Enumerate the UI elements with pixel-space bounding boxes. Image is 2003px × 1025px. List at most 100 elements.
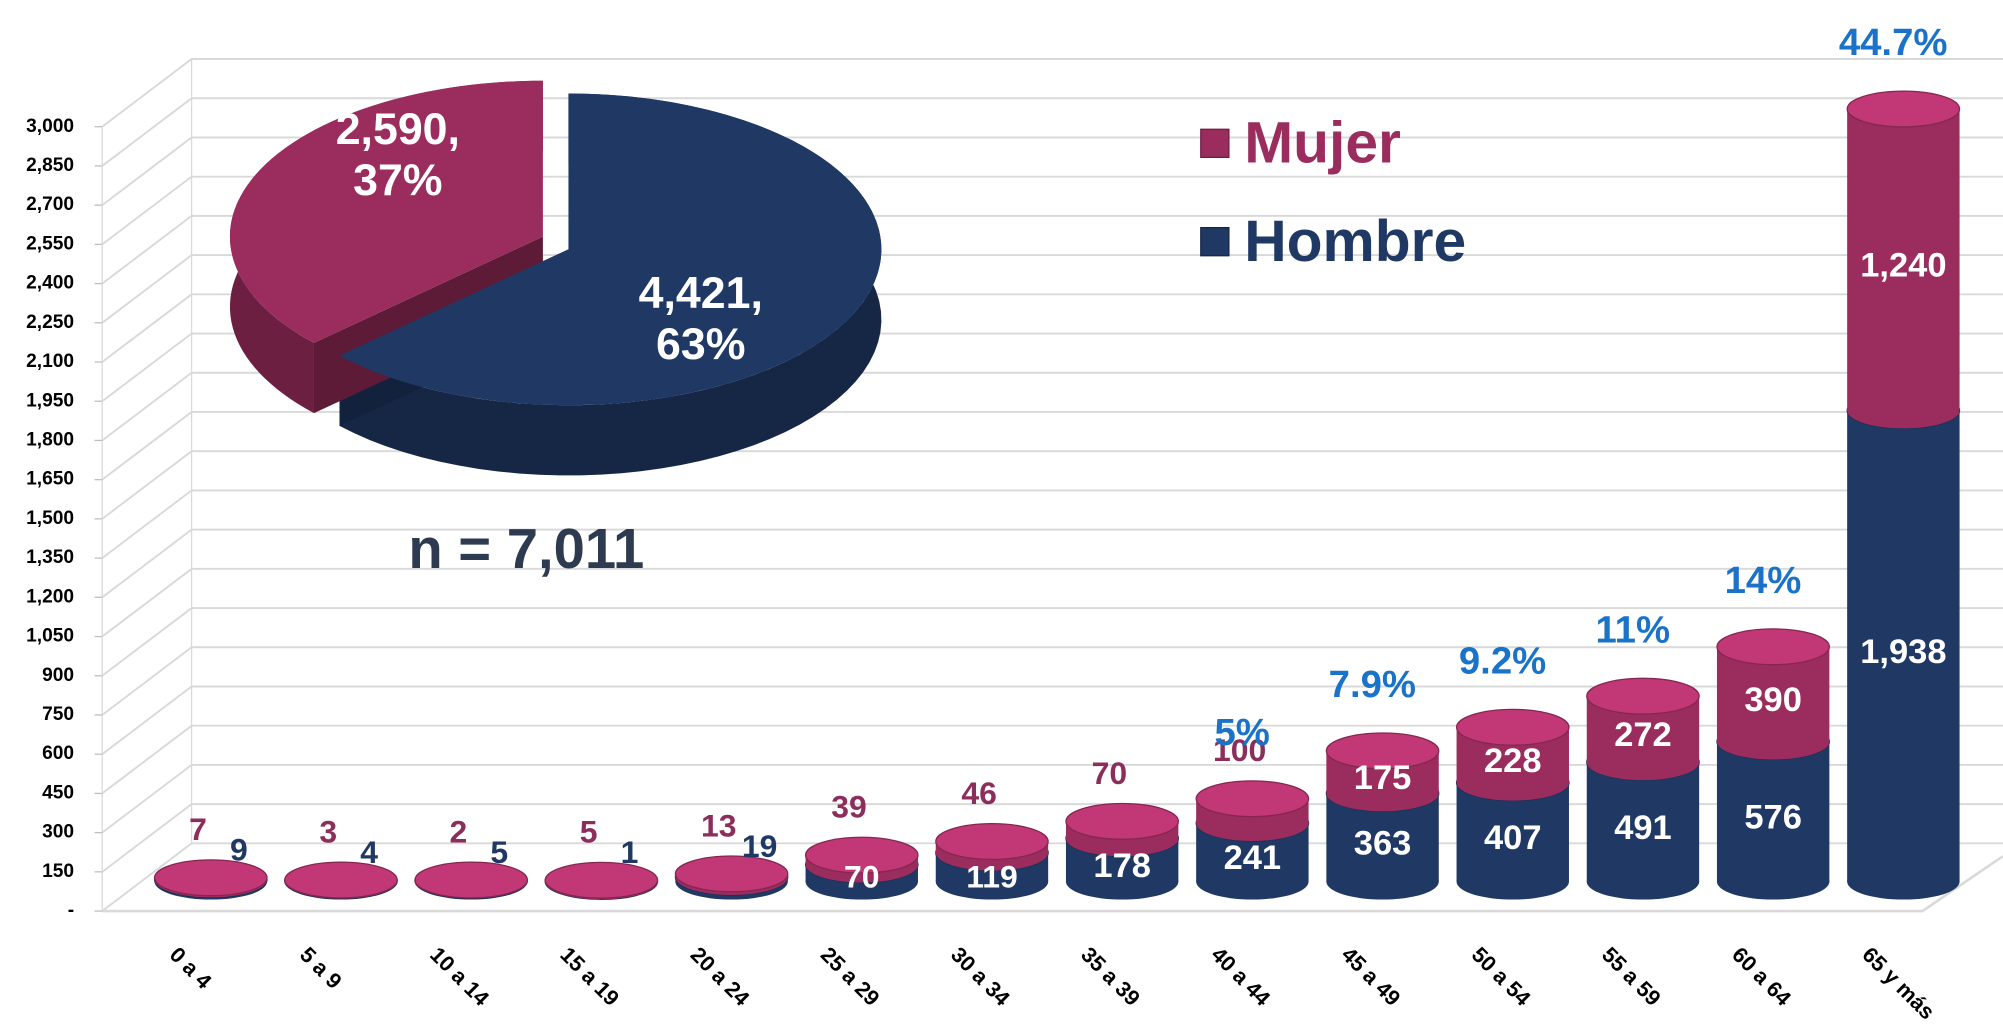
cylinder-cap bbox=[1325, 732, 1440, 770]
data-label: 178 bbox=[1093, 847, 1151, 885]
cylinder-cap bbox=[414, 861, 529, 899]
legend-label: Mujer bbox=[1244, 111, 1401, 176]
y-tick-label: 450 bbox=[42, 782, 74, 803]
data-label: 46 bbox=[961, 775, 997, 811]
cylinder-cap bbox=[544, 861, 659, 899]
y-tick-label: 750 bbox=[42, 704, 74, 725]
cylinder-cap bbox=[1195, 780, 1310, 818]
cylinder-bottom bbox=[935, 863, 1049, 900]
share-label: 44.7% bbox=[1839, 21, 1948, 64]
grid-line bbox=[101, 724, 2003, 795]
y-tick-label: 2,250 bbox=[26, 312, 74, 333]
cylinder-bottom bbox=[1847, 392, 1960, 429]
grid-line bbox=[101, 646, 2003, 716]
x-tick-label: 0 a 4 bbox=[165, 942, 217, 994]
share-label: 14% bbox=[1725, 559, 1802, 602]
cylinder-segment bbox=[1716, 741, 1830, 882]
cylinder-cap bbox=[1846, 90, 1961, 128]
legend-swatch bbox=[1200, 226, 1230, 257]
sample-size: n = 7,011 bbox=[408, 517, 644, 580]
cylinder-bottom bbox=[1847, 863, 1960, 900]
data-label: 576 bbox=[1744, 798, 1802, 836]
legend-label: Hombre bbox=[1244, 209, 1466, 274]
x-tick-label: 60 a 64 bbox=[1727, 942, 1796, 1011]
cylinder-bottom bbox=[1065, 863, 1179, 900]
y-tick-label: 1,050 bbox=[26, 626, 74, 647]
y-tick-label: 600 bbox=[42, 743, 74, 764]
floor bbox=[102, 855, 2003, 913]
pie-slice bbox=[229, 80, 543, 343]
cylinder-segment bbox=[1847, 410, 1960, 882]
y-tick-label: 1,800 bbox=[26, 430, 74, 451]
cylinder-bottom bbox=[1456, 764, 1569, 801]
data-label: 2 bbox=[450, 813, 468, 849]
y-tick-label: 2,850 bbox=[26, 155, 74, 176]
y-tick-label: 1,500 bbox=[26, 508, 74, 529]
data-label: 70 bbox=[1092, 755, 1128, 791]
grid-line bbox=[101, 450, 2003, 520]
y-tick-label: 1,200 bbox=[26, 586, 74, 607]
data-label: 3 bbox=[319, 813, 337, 849]
x-tick-label: 45 a 49 bbox=[1337, 942, 1406, 1011]
share-label: 9.2% bbox=[1459, 640, 1546, 683]
cylinder-bottom bbox=[1586, 744, 1700, 781]
x-tick-label: 40 a 44 bbox=[1206, 942, 1275, 1011]
data-label: 4 bbox=[360, 834, 378, 870]
y-tick-label: 1,650 bbox=[26, 469, 74, 490]
x-tick-label: 30 a 34 bbox=[946, 942, 1015, 1011]
pie-percent-label: 63% bbox=[656, 320, 745, 369]
data-label: 100 bbox=[1213, 732, 1266, 768]
data-label: 241 bbox=[1224, 839, 1282, 877]
cylinder-bottom bbox=[1716, 723, 1830, 760]
cylinder-bottom bbox=[1326, 775, 1439, 812]
grid-line bbox=[101, 175, 2003, 246]
x-tick-label: 20 a 24 bbox=[686, 942, 755, 1011]
data-label: 407 bbox=[1484, 819, 1542, 857]
data-label: 1,240 bbox=[1860, 246, 1946, 284]
pie-value-label: 4,421, bbox=[639, 269, 763, 318]
grid-line bbox=[101, 214, 2003, 285]
x-tick-label: 65 y más bbox=[1857, 942, 1940, 1025]
y-tick-label: - bbox=[68, 900, 74, 921]
grid-line bbox=[101, 411, 2003, 481]
data-label: 390 bbox=[1744, 681, 1802, 719]
pie-value-label: 2,590, bbox=[336, 105, 460, 154]
x-tick-label: 15 a 19 bbox=[555, 942, 624, 1011]
cylinder-cap bbox=[1586, 677, 1700, 715]
data-label: 119 bbox=[966, 859, 1018, 895]
data-label: 7 bbox=[189, 811, 207, 847]
grid-line bbox=[101, 567, 2003, 638]
data-label: 1,938 bbox=[1860, 633, 1946, 671]
data-label: 5 bbox=[490, 834, 508, 870]
grid-line bbox=[101, 607, 2003, 677]
grid-line bbox=[101, 136, 2003, 206]
y-tick-label: 1,350 bbox=[26, 547, 74, 568]
share-label: 11% bbox=[1595, 608, 1670, 651]
cylinder-cap bbox=[1065, 802, 1180, 840]
share-label: 7.9% bbox=[1329, 663, 1416, 706]
y-tick-label: 2,550 bbox=[26, 233, 74, 254]
cylinder-cap bbox=[804, 836, 919, 874]
cylinder-cap bbox=[284, 861, 398, 899]
cylinder-cap bbox=[1716, 628, 1831, 666]
pie-slice bbox=[339, 93, 882, 406]
data-label: 13 bbox=[701, 807, 737, 843]
grid-line bbox=[101, 332, 2003, 403]
cylinder-cap bbox=[1455, 708, 1570, 746]
y-tick-label: 1,950 bbox=[26, 390, 74, 411]
grid-line bbox=[101, 489, 2003, 559]
cylinder-segment bbox=[1847, 108, 1960, 411]
y-tick-label: 300 bbox=[42, 822, 74, 843]
cylinder-cap bbox=[153, 859, 268, 897]
x-tick-label: 5 a 9 bbox=[295, 942, 347, 994]
cylinder-bottom bbox=[1456, 863, 1569, 900]
cylinder-bottom bbox=[1716, 863, 1830, 900]
data-label: 39 bbox=[831, 789, 867, 825]
x-tick-label: 25 a 29 bbox=[816, 942, 885, 1011]
y-tick-label: 2,400 bbox=[26, 273, 74, 294]
data-label: 19 bbox=[742, 828, 778, 864]
x-tick-label: 50 a 54 bbox=[1467, 942, 1536, 1011]
cylinder-cap bbox=[935, 823, 1049, 861]
share-label: 5% bbox=[1214, 711, 1269, 754]
